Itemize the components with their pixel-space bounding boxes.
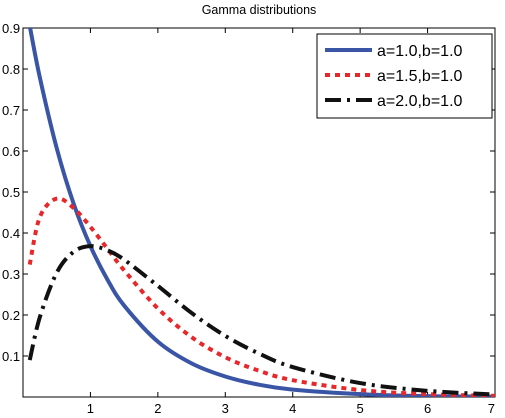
- x-tick-label: 4: [289, 401, 296, 416]
- y-tick-label: 0.9: [2, 21, 20, 36]
- x-tick-label: 1: [87, 401, 94, 416]
- series-line-3: [27, 244, 495, 397]
- y-tick-label: 0.6: [2, 144, 20, 159]
- x-tick-label: 5: [357, 401, 364, 416]
- x-tick-label: 7: [488, 401, 495, 416]
- series-lines: [27, 28, 495, 397]
- y-tick-label: 0.1: [2, 349, 20, 364]
- y-tick-label: 0.7: [2, 103, 20, 118]
- legend-label-3: a=2.0,b=1.0: [377, 93, 463, 110]
- chart-title: Gamma distributions: [202, 3, 317, 17]
- series-line-2: [27, 196, 495, 397]
- legend-label-1: a=1.0,b=1.0: [377, 43, 463, 60]
- x-tick-label: 2: [154, 401, 161, 416]
- y-tick-label: 0.4: [2, 226, 20, 241]
- y-tick-label: 0.5: [2, 185, 20, 200]
- axis-ticks: 1 2 3 4 5 6 7 0.1 0.2 0.3 0.4 0.5 0.6 0.7 0.8 0.9: [2, 21, 496, 416]
- x-tick-label: 6: [424, 401, 431, 416]
- y-tick-label: 0.2: [2, 308, 20, 323]
- x-tick-label: 3: [222, 401, 229, 416]
- legend: a=1.0,b=1.0 a=1.5,b=1.0 a=2.0,b=1.0: [316, 33, 493, 119]
- series-line-1: [28, 28, 495, 397]
- y-tick-label: 0.8: [2, 62, 20, 77]
- y-tick-label: 0.3: [2, 267, 20, 282]
- legend-label-2: a=1.5,b=1.0: [377, 68, 463, 85]
